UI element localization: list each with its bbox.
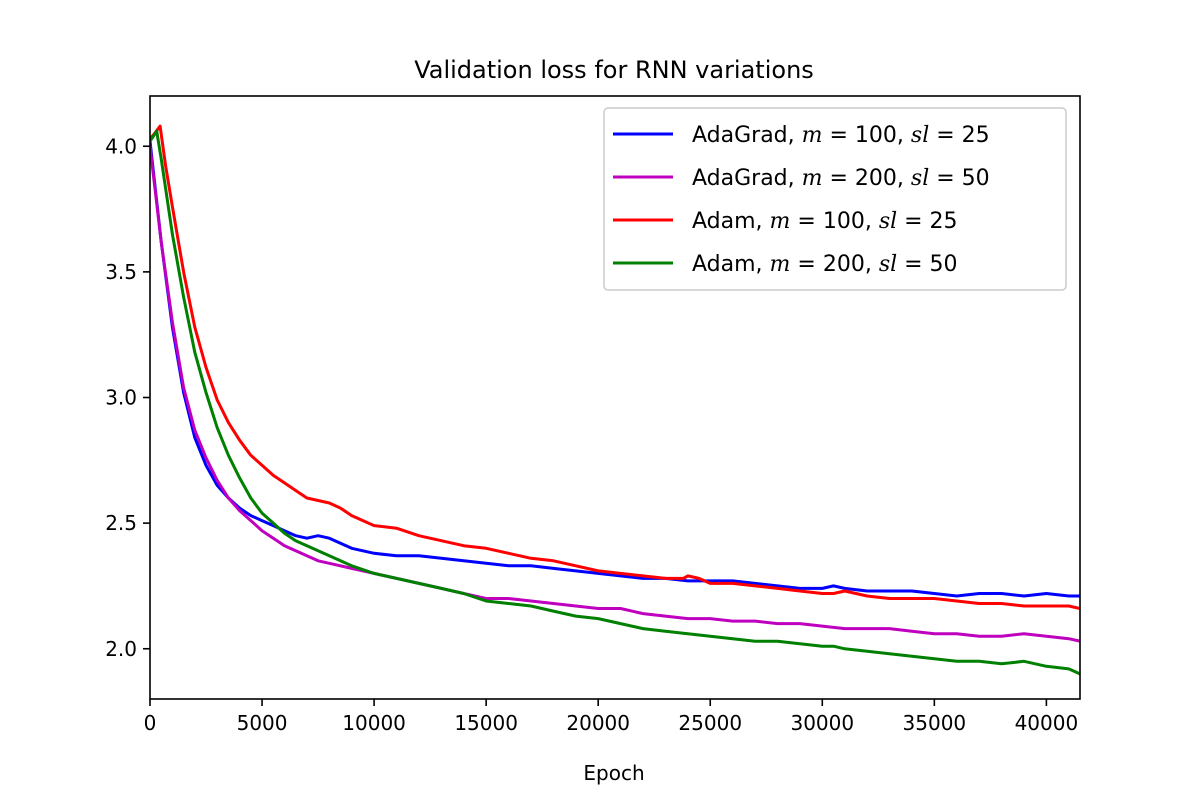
legend-text-e2: = 25 [929,123,989,148]
x-tick-label: 15000 [454,711,518,735]
legend-text-prefix: Adam, [692,252,770,277]
series-line-4 [150,129,1080,676]
legend-text-e1: = 100, [823,123,911,148]
ticks-layer: 0 5000 10000 15000 20000 25000 30000 35000 40000… [105,134,1078,735]
x-tick-label: 20000 [566,711,630,735]
legend-text-v2: sl [879,252,897,277]
legend-text-v2: sl [911,123,929,148]
legend-frame [603,107,1067,291]
y-tick-label: 2.0 [105,637,137,661]
legend-text-e2: = 50 [929,166,989,191]
series-layer [150,124,1080,676]
legend-text-e2: = 50 [897,252,957,277]
y-tick-label: 3.5 [105,260,137,284]
legend-entry-4: Adam, m = 200, sl = 50 [692,252,958,277]
legend-entry-2: AdaGrad, m = 200, sl = 50 [692,166,990,191]
x-tick-label: 40000 [1015,711,1079,735]
legend-entry-1: AdaGrad, m = 100, sl = 25 [692,123,990,148]
x-tick-label: 35000 [903,711,967,735]
legend-text-v1: m [770,209,791,234]
legend-text-e1: = 100, [790,209,878,234]
legend-entry-3: Adam, m = 100, sl = 25 [692,209,958,234]
legend-text-e1: = 200, [823,166,911,191]
legend-text-e2: = 25 [897,209,957,234]
x-tick-label: 25000 [678,711,742,735]
chart-title: Validation loss for RNN variations [414,56,814,84]
series-line-3 [150,124,1080,610]
legend-text-v2: sl [911,166,929,191]
y-tick-label: 2.5 [105,511,137,535]
legend-text-prefix: AdaGrad, [692,123,802,148]
legend-text-prefix: AdaGrad, [692,166,802,191]
x-tick-label: 10000 [342,711,406,735]
x-tick-label: 0 [144,711,157,735]
y-tick-label: 3.0 [105,386,137,410]
legend-text-e1: = 200, [790,252,878,277]
series-line-2 [150,144,1080,643]
legend-text-v1: m [802,123,823,148]
x-tick-label: 5000 [237,711,288,735]
x-axis-title: Epoch [583,761,644,785]
y-tick-label: 4.0 [105,134,137,158]
plot-frame [149,95,1081,700]
legend-text-v1: m [770,252,791,277]
x-tick-label: 30000 [790,711,854,735]
legend-text-v1: m [802,166,823,191]
series-line-1 [150,139,1080,598]
legend-text-prefix: Adam, [692,209,770,234]
legend-text-v2: sl [879,209,897,234]
